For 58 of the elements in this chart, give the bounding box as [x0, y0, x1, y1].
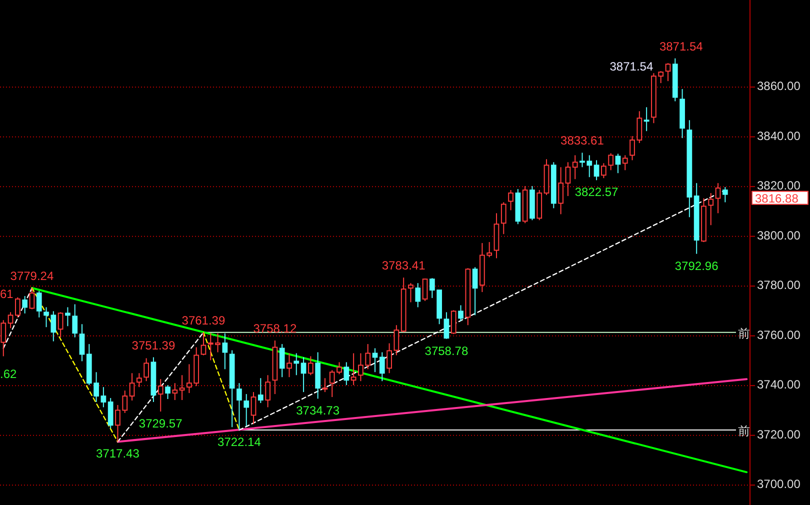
annotation: 3758.12	[253, 322, 297, 336]
candlestick	[315, 352, 321, 400]
candlestick	[558, 166, 564, 215]
candlestick	[72, 304, 78, 338]
candlestick	[158, 378, 164, 412]
candlestick	[300, 356, 306, 393]
candlestick	[572, 154, 578, 180]
annotation: 3734.73	[296, 404, 340, 418]
annotation: 61	[0, 287, 14, 301]
candlestick	[244, 394, 250, 427]
candlestick	[265, 374, 270, 408]
candlestick	[708, 192, 714, 226]
y-tick-label: 3820.00	[757, 178, 801, 193]
annotation: 3783.41	[382, 258, 426, 273]
annotation: 3722.14	[218, 435, 262, 450]
candlestick	[236, 382, 242, 431]
candlestick	[344, 362, 350, 386]
candlestick	[644, 106, 650, 132]
candlestick	[686, 120, 692, 218]
candlestick	[286, 352, 292, 378]
y-tick-label: 3840.00	[757, 128, 801, 143]
y-tick-label: 3740.00	[757, 378, 801, 392]
candlestick	[279, 344, 285, 378]
annotation: 3833.61	[560, 134, 604, 148]
annotation: 3822.57	[574, 185, 619, 200]
candlestick	[694, 182, 700, 254]
ref-line-label: 前	[738, 326, 750, 340]
candlestick	[222, 332, 228, 370]
text: 3816.88	[755, 191, 799, 206]
candlestick	[565, 162, 571, 197]
annotation: 3761.39	[182, 313, 226, 328]
candlestick	[680, 88, 685, 139]
candlestick	[79, 324, 85, 362]
candlestick	[250, 392, 256, 425]
annotation: 3751.39	[132, 338, 176, 352]
candlestick	[350, 352, 356, 386]
candlestick	[136, 372, 142, 388]
candlestick	[179, 374, 185, 401]
y-tick-label: 3780.00	[757, 278, 801, 292]
annotation: 3729.57	[138, 416, 183, 431]
ref-line-label: 前	[738, 424, 750, 438]
annotation: .62	[0, 367, 18, 381]
annotation: 3871.54	[610, 59, 654, 74]
y-tick-label: 3760.00	[757, 328, 801, 342]
annotation: 3779.24	[10, 268, 54, 283]
y-tick-label: 3720.00	[757, 427, 801, 442]
y-tick-label: 3800.00	[757, 228, 801, 242]
annotation: 3871.54	[659, 39, 704, 54]
annotation: 3717.43	[96, 446, 140, 461]
candlestick	[272, 340, 278, 395]
candlestick	[715, 182, 721, 214]
candlestick	[65, 306, 70, 327]
y-tick-label: 3860.00	[757, 79, 801, 94]
y-tick-label: 3700.00	[757, 477, 801, 492]
annotation: 3792.96	[674, 258, 719, 273]
candlestick	[386, 342, 392, 374]
candlestick	[172, 382, 178, 401]
annotation: 3758.78	[424, 344, 468, 358]
